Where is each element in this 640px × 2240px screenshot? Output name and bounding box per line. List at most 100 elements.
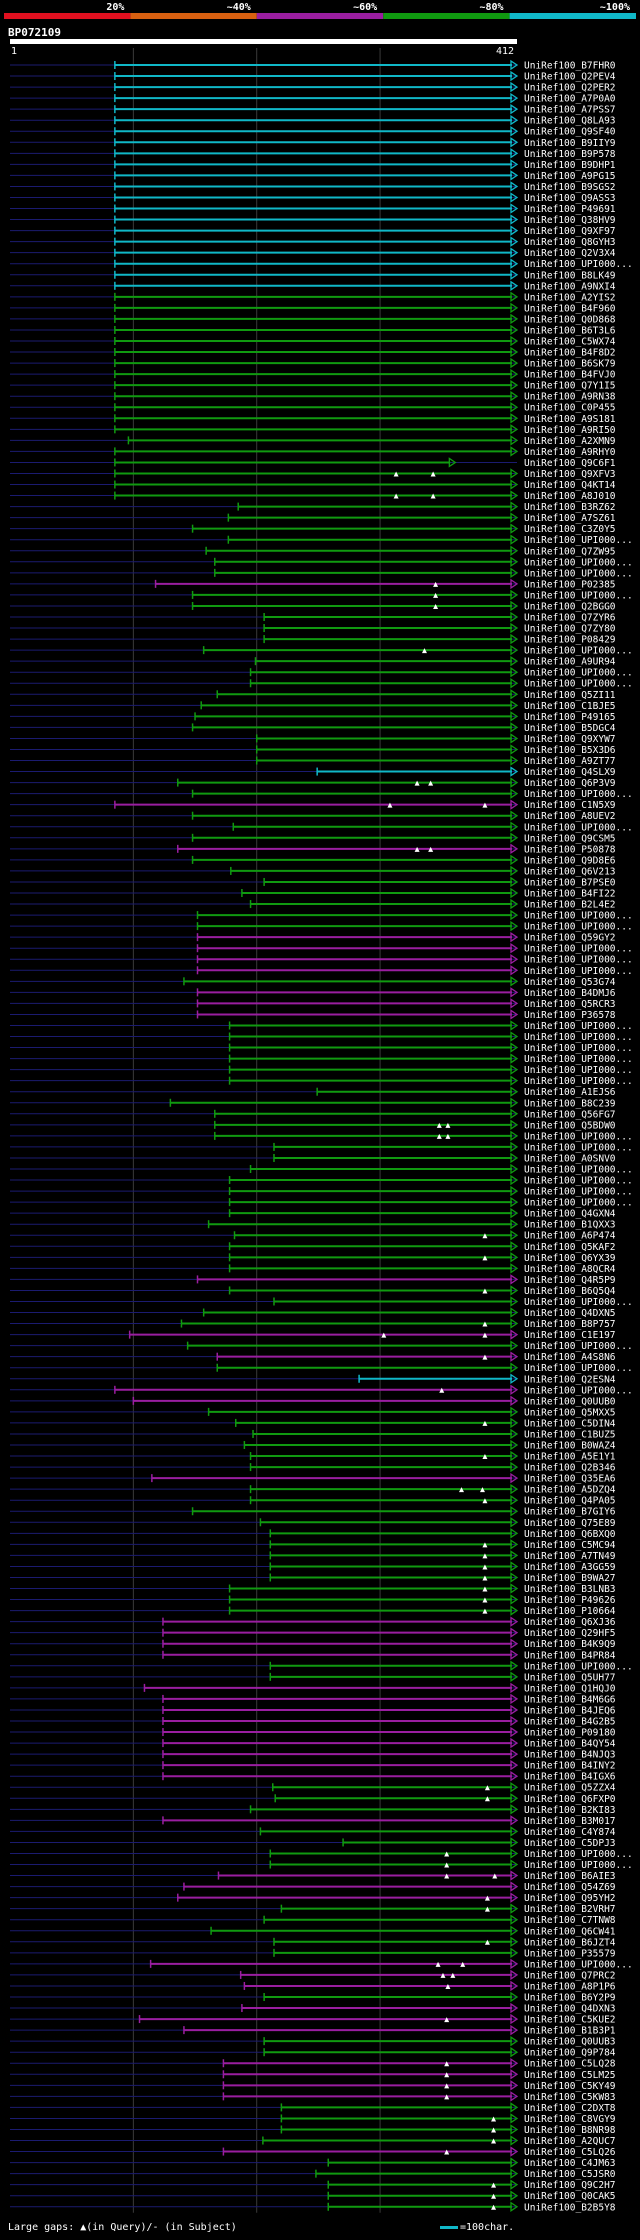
alignment-row: UniRef100_Q75E89: [10, 1517, 616, 1529]
alignment-row: UniRef100_B4QY54: [10, 1737, 616, 1750]
query-id: BP072109: [8, 26, 61, 39]
alignment-row: UniRef100_UPI000...: [10, 1130, 633, 1142]
hit-label: UniRef100_UPI000...: [524, 922, 633, 933]
hit-end-arrow: [510, 280, 519, 292]
hit-label: UniRef100_C7TNW8: [524, 1915, 616, 1926]
hit-label: UniRef100_UPI000...: [524, 646, 633, 657]
query-gap-marker: [482, 1332, 488, 1338]
alignment-row: UniRef100_Q35EA6: [10, 1472, 616, 1485]
alignment-row: UniRef100_UPI000...: [10, 1362, 633, 1374]
hit-end-arrow: [510, 368, 519, 380]
hit-end-arrow: [510, 1274, 519, 1285]
alignment-row: UniRef100_B8P757: [10, 1318, 616, 1330]
hit-end-arrow: [510, 357, 519, 369]
hit-label: UniRef100_B1QXX3: [524, 1220, 616, 1231]
hit-label: UniRef100_UPI000...: [524, 955, 633, 966]
hit-label: UniRef100_UPI000...: [524, 259, 633, 270]
query-gap-marker: [444, 1851, 450, 1857]
alignment-row: UniRef100_A7SZ61: [10, 512, 616, 524]
hit-end-arrow: [510, 512, 519, 523]
query-gap-marker: [482, 1575, 488, 1581]
hit-end-arrow: [510, 1472, 519, 1484]
query-gap-marker: [484, 1796, 490, 1802]
alignment-row: UniRef100_Q9D8E6: [10, 854, 616, 866]
hit-end-arrow: [510, 379, 519, 391]
hit-end-arrow: [510, 2190, 519, 2201]
alignment-row: UniRef100_C1BJE5: [10, 700, 616, 712]
alignment-row: UniRef100_B7GIY6: [10, 1506, 616, 1518]
hit-label: UniRef100_C1BUZ5: [524, 1429, 616, 1440]
hit-label: UniRef100_Q5BDW0: [524, 1120, 616, 1131]
scale-swatch: [440, 2226, 458, 2229]
alignment-row: UniRef100_B4JEQ6: [10, 1704, 616, 1716]
hit-end-arrow: [510, 1583, 519, 1594]
query-gap-marker: [435, 1961, 441, 1967]
alignment-row: UniRef100_Q8GYH3: [10, 236, 616, 248]
alignment-row: UniRef100_Q4KT14: [10, 479, 616, 491]
alignment-row: UniRef100_Q6XJ36: [10, 1616, 616, 1628]
hit-label: UniRef100_A9RHY0: [524, 447, 616, 458]
hit-label: UniRef100_B7FHR0: [524, 61, 616, 72]
hit-end-arrow: [510, 689, 519, 700]
query-gap-marker: [433, 581, 439, 587]
hit-end-arrow: [510, 2157, 519, 2168]
hit-end-arrow: [510, 1969, 519, 1981]
hit-label: UniRef100_Q4GXN4: [524, 1209, 616, 1220]
alignment-row: UniRef100_C2DXT8: [10, 2102, 616, 2114]
hit-label: UniRef100_C0P455: [524, 403, 616, 414]
hit-end-arrow: [510, 1715, 519, 1727]
alignment-row: UniRef100_C5KUE2: [10, 2013, 616, 2026]
alignment-row: UniRef100_UPI000...: [10, 1075, 633, 1087]
hit-end-arrow: [510, 346, 519, 358]
alignment-row: UniRef100_Q7ZY80: [10, 622, 616, 635]
alignment-row: UniRef100_Q2PER2: [10, 81, 616, 94]
alignment-row: UniRef100_Q5ZZX4: [10, 1782, 616, 1794]
alignment-row: UniRef100_Q2PEV4: [10, 70, 616, 83]
hit-label: UniRef100_Q9XF97: [524, 226, 616, 237]
hit-label: UniRef100_A2XMN9: [524, 436, 616, 447]
hit-label: UniRef100_B8P757: [524, 1319, 616, 1330]
hit-end-arrow: [510, 2024, 519, 2036]
alignment-row: UniRef100_UPI000...: [10, 1053, 633, 1065]
alignment-row: UniRef100_Q5UH77: [10, 1671, 616, 1683]
hit-label: UniRef100_A5DZQ4: [524, 1485, 616, 1496]
hit-label: UniRef100_Q5UH77: [524, 1672, 616, 1683]
hit-label: UniRef100_B4FI22: [524, 889, 616, 900]
hit-label: UniRef100_UPI000...: [524, 1661, 633, 1672]
alignment-row: UniRef100_C5JSR0: [10, 2168, 616, 2180]
hit-end-arrow: [510, 876, 519, 888]
hit-label: UniRef100_Q0UUB0: [524, 1396, 616, 1407]
hit-label: UniRef100_Q9XFV3: [524, 469, 616, 480]
hit-label: UniRef100_UPI000...: [524, 535, 633, 546]
hit-label: UniRef100_Q29HF5: [524, 1628, 616, 1639]
alignment-row: UniRef100_B3RZ62: [10, 501, 616, 513]
query-gap-marker: [458, 1487, 464, 1493]
hit-label: UniRef100_Q0CAK5: [524, 2191, 616, 2202]
hit-end-arrow: [510, 1108, 519, 1120]
hit-end-arrow: [510, 1384, 519, 1396]
query-gap-marker: [482, 1454, 488, 1460]
hit-end-arrow: [510, 788, 519, 799]
hit-end-arrow: [510, 402, 519, 413]
alignment-row: UniRef100_Q5MXX5: [10, 1406, 616, 1418]
alignment-row: UniRef100_B4F960: [10, 302, 616, 314]
hit-label: UniRef100_B4FVJ0: [524, 370, 616, 381]
hit-end-arrow: [510, 214, 519, 225]
hit-label: UniRef100_B6AIE3: [524, 1871, 616, 1882]
alignment-row: UniRef100_A9S181: [10, 413, 616, 425]
hit-label: UniRef100_A9RI50: [524, 425, 616, 436]
hit-label: UniRef100_Q6YX39: [524, 1253, 616, 1264]
hit-label: UniRef100_B3M017: [524, 1816, 616, 1827]
query-gap-marker: [482, 1321, 488, 1327]
hit-label: UniRef100_B4PR84: [524, 1650, 616, 1661]
hit-label: UniRef100_UPI000...: [524, 568, 633, 579]
hit-end-arrow: [510, 1528, 519, 1539]
alignment-row: UniRef100_A7TN49: [10, 1550, 616, 1562]
alignment-row: UniRef100_Q2V3X4: [10, 247, 616, 259]
alignment-row: UniRef100_A5DZQ4: [10, 1483, 616, 1496]
hit-label: UniRef100_C5KY49: [524, 2081, 616, 2092]
alignment-row: UniRef100_B2KI83: [10, 1804, 616, 1816]
alignment-row: UniRef100_C8VGY9: [10, 2113, 616, 2125]
